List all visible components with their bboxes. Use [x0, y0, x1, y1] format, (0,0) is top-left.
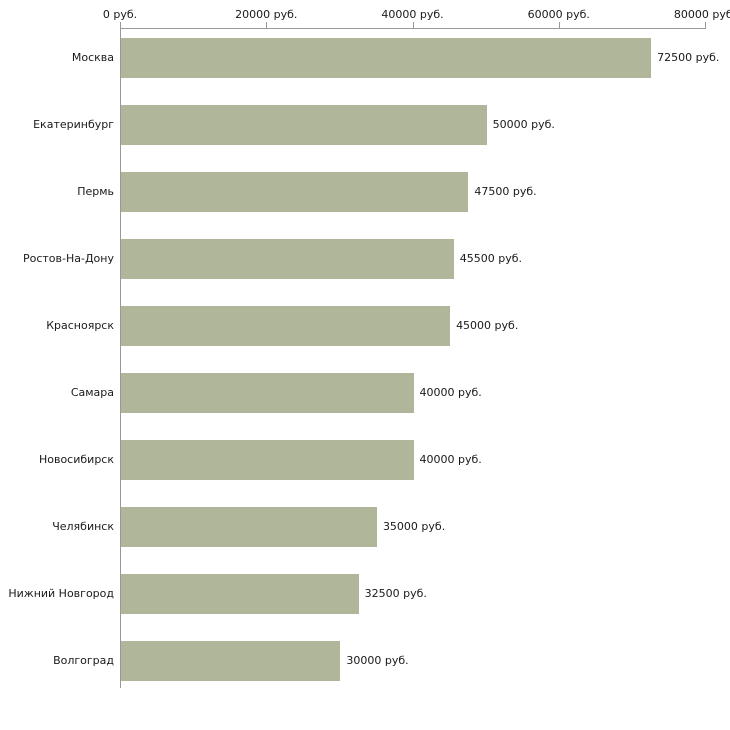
value-label: 45500 руб.: [459, 252, 522, 265]
x-tick-label: 80000 руб.: [673, 8, 730, 21]
value-label: 47500 руб.: [474, 185, 537, 198]
x-axis-tick: [412, 22, 414, 28]
bar: [121, 440, 414, 480]
value-label: 72500 руб.: [657, 51, 720, 64]
value-label: 35000 руб.: [382, 520, 446, 533]
category-label: Челябинск: [52, 520, 114, 533]
x-tick-label: 0 руб.: [102, 8, 138, 21]
x-axis-tick: [120, 22, 121, 28]
x-axis-line: [120, 28, 706, 29]
bar: [121, 105, 487, 145]
category-label: Волгоград: [53, 654, 114, 667]
category-label: Красноярск: [46, 319, 114, 332]
y-axis-line: [120, 28, 121, 688]
x-axis-tick: [266, 22, 268, 28]
x-tick-label: 60000 руб.: [527, 8, 590, 21]
bar: [121, 38, 652, 78]
bar: [121, 507, 377, 547]
value-label: 40000 руб.: [419, 386, 482, 399]
value-label: 45000 руб.: [456, 319, 519, 332]
category-label: Пермь: [77, 185, 114, 198]
category-label: Новосибирск: [38, 453, 114, 466]
category-label: Москва: [71, 51, 114, 64]
x-tick-label: 40000 руб.: [381, 8, 444, 21]
bar: [121, 574, 359, 614]
bar: [121, 239, 454, 279]
bar: [121, 172, 469, 212]
category-label: Екатеринбург: [33, 118, 114, 131]
value-label: 40000 руб.: [419, 453, 482, 466]
value-label: 50000 руб.: [492, 118, 555, 131]
x-tick-label: 20000 руб.: [235, 8, 298, 21]
bar: [121, 306, 451, 346]
value-label: 32500 руб.: [364, 587, 427, 600]
category-label: Самара: [70, 386, 114, 399]
category-label: Ростов-На-Дону: [22, 252, 114, 265]
category-label: Нижний Новгород: [8, 587, 114, 600]
value-label: 30000 руб.: [346, 654, 409, 667]
bar: [121, 373, 414, 413]
x-axis-tick: [558, 22, 560, 28]
bar: [121, 641, 341, 681]
x-axis-tick: [705, 22, 706, 28]
